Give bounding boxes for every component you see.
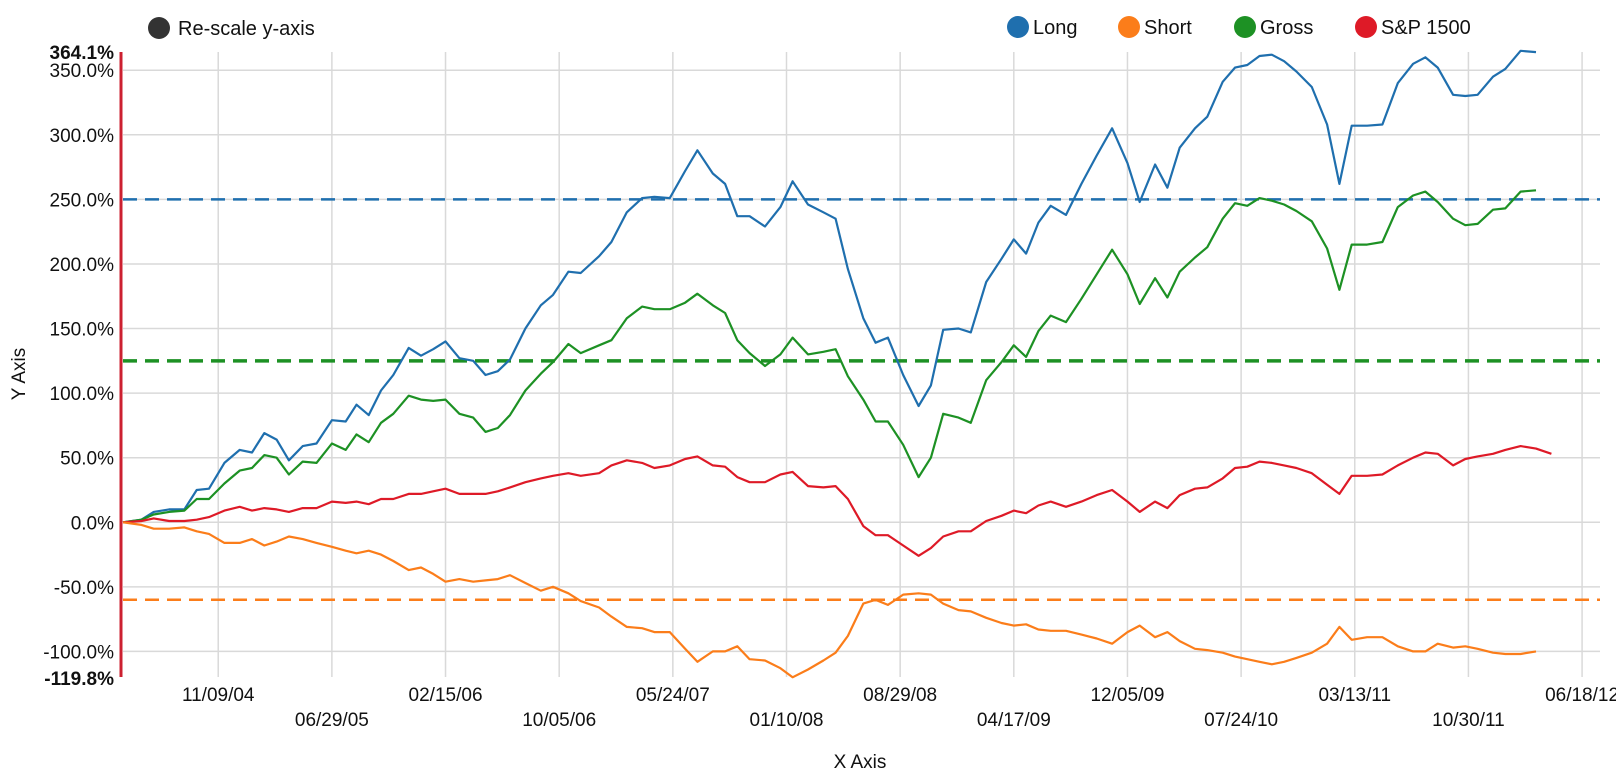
axes: 350.0% 300.0% 250.0% 200.0% 150.0% 100.0% 50.0… xyxy=(43,43,1616,731)
y-tick-label: 300.0% xyxy=(50,126,115,147)
legend-item-long[interactable]: Long xyxy=(1007,16,1078,39)
x-tick-label: 06/18/12 xyxy=(1545,685,1616,706)
y-tick-label: -50.0% xyxy=(54,578,114,599)
legend-label[interactable]: Gross xyxy=(1260,17,1313,39)
y-tick-label: 50.0% xyxy=(60,449,114,470)
legend-label[interactable]: Long xyxy=(1033,17,1078,39)
legend-item-s-p-1500[interactable]: S&P 1500 xyxy=(1355,16,1471,39)
legend-label[interactable]: S&P 1500 xyxy=(1381,17,1471,39)
y-tick-label: 150.0% xyxy=(50,320,115,341)
legend: Long Short Gross S&P 1500 xyxy=(1007,16,1471,39)
grid xyxy=(123,52,1600,677)
x-tick-label: 10/30/11 xyxy=(1432,710,1505,731)
x-tick-label: 05/24/07 xyxy=(636,685,710,706)
x-tick-label: 08/29/08 xyxy=(863,685,937,706)
x-tick-label: 06/29/05 xyxy=(295,710,369,731)
circle-toggle-icon[interactable] xyxy=(148,17,170,39)
y-tick-label: -100.0% xyxy=(43,642,114,663)
series-line-s-p-1500 xyxy=(122,445,1552,557)
y-tick-label: 100.0% xyxy=(50,384,115,405)
x-tick-label: 10/05/06 xyxy=(522,710,596,731)
y-tick-label: 200.0% xyxy=(50,255,115,276)
y-tick-label: 250.0% xyxy=(50,190,115,211)
legend-label[interactable]: Short xyxy=(1144,17,1192,39)
rescale-label[interactable]: Re-scale y-axis xyxy=(178,18,315,40)
x-tick-label: 02/15/06 xyxy=(409,685,483,706)
reference-lines xyxy=(123,198,1600,602)
x-tick-label: 07/24/10 xyxy=(1204,710,1278,731)
rescale-toggle[interactable]: Re-scale y-axis xyxy=(148,17,315,40)
legend-marker-icon[interactable] xyxy=(1234,16,1256,38)
legend-item-short[interactable]: Short xyxy=(1118,16,1192,39)
legend-marker-icon[interactable] xyxy=(1007,16,1029,38)
legend-marker-icon[interactable] xyxy=(1355,16,1377,38)
legend-marker-icon[interactable] xyxy=(1118,16,1140,38)
y-tick-label: 0.0% xyxy=(71,513,114,534)
x-tick-label: 01/10/08 xyxy=(750,710,824,731)
x-tick-label: 03/13/11 xyxy=(1318,685,1391,706)
y-tick-label: 350.0% xyxy=(50,61,115,82)
x-tick-label: 04/17/09 xyxy=(977,710,1051,731)
y-axis-title: Y Axis xyxy=(9,348,30,400)
legend-item-gross[interactable]: Gross xyxy=(1234,16,1313,39)
series-lines xyxy=(122,49,1552,679)
x-tick-label: 12/05/09 xyxy=(1090,685,1164,706)
y-extent-min-label: -119.8% xyxy=(44,669,114,690)
x-axis-title: X Axis xyxy=(834,752,887,773)
series-line-short xyxy=(122,521,1537,679)
y-extent-max-label: 364.1% xyxy=(50,43,115,64)
series-line-gross xyxy=(122,189,1537,524)
x-tick-label: 11/09/04 xyxy=(182,685,255,706)
series-line-long xyxy=(122,49,1537,524)
